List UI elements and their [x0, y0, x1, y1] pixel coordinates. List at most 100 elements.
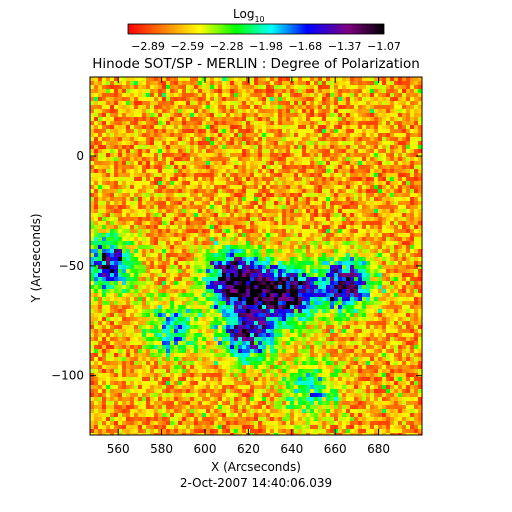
heatmap-cell [158, 161, 162, 165]
heatmap-cell [102, 269, 106, 273]
heatmap-cell [230, 77, 234, 81]
heatmap-cell [174, 201, 178, 205]
heatmap-cell [298, 257, 302, 261]
heatmap-cell [402, 125, 406, 129]
heatmap-cell [346, 305, 350, 309]
heatmap-cell [402, 257, 406, 261]
heatmap-cell [246, 273, 250, 277]
heatmap-cell [210, 269, 214, 273]
heatmap-cell [322, 117, 326, 121]
heatmap-cell [234, 161, 238, 165]
heatmap-cell [378, 293, 382, 297]
heatmap-cell [190, 169, 194, 173]
heatmap-cell [146, 85, 150, 89]
heatmap-cell [262, 313, 266, 317]
heatmap-cell [114, 301, 118, 305]
heatmap-cell [182, 281, 186, 285]
heatmap-cell [98, 201, 102, 205]
heatmap-cell [402, 149, 406, 153]
heatmap-cell [386, 233, 390, 237]
heatmap-cell [410, 253, 414, 257]
heatmap-cell [310, 285, 314, 289]
heatmap-cell [202, 157, 206, 161]
heatmap-cell [142, 201, 146, 205]
heatmap-cell [162, 233, 166, 237]
heatmap-cell [126, 221, 130, 225]
heatmap-cell [190, 285, 194, 289]
heatmap-cell [334, 109, 338, 113]
heatmap-cell [90, 309, 94, 313]
heatmap-cell [258, 81, 262, 85]
heatmap-cell [170, 241, 174, 245]
heatmap-cell [258, 97, 262, 101]
heatmap-cell [186, 113, 190, 117]
heatmap-cell [206, 185, 210, 189]
heatmap-cell [322, 193, 326, 197]
heatmap-cell [134, 257, 138, 261]
heatmap-cell [402, 305, 406, 309]
heatmap-cell [134, 301, 138, 305]
heatmap-cell [126, 253, 130, 257]
heatmap-cell [254, 101, 258, 105]
heatmap-cell [198, 209, 202, 213]
heatmap-cell [114, 137, 118, 141]
heatmap-cell [394, 97, 398, 101]
heatmap-cell [298, 237, 302, 241]
heatmap-cell [166, 289, 170, 293]
heatmap-cell [186, 89, 190, 93]
heatmap-cell [126, 165, 130, 169]
heatmap-cell [398, 289, 402, 293]
heatmap-cell [362, 217, 366, 221]
heatmap-cell [190, 145, 194, 149]
heatmap-cell [362, 97, 366, 101]
heatmap-cell [414, 233, 418, 237]
heatmap-cell [94, 89, 98, 93]
heatmap-cell [282, 161, 286, 165]
heatmap-cell [326, 157, 330, 161]
heatmap-cell [342, 129, 346, 133]
heatmap-cell [362, 133, 366, 137]
heatmap-cell [402, 213, 406, 217]
heatmap-cell [278, 177, 282, 181]
heatmap-cell [90, 281, 94, 285]
heatmap-cell [274, 189, 278, 193]
heatmap-cell [114, 241, 118, 245]
heatmap-cell [282, 245, 286, 249]
heatmap-cell [274, 209, 278, 213]
heatmap-cell [134, 181, 138, 185]
heatmap-cell [130, 269, 134, 273]
heatmap-cell [342, 173, 346, 177]
heatmap-cell [230, 281, 234, 285]
heatmap-cell [110, 97, 114, 101]
heatmap-cell [370, 169, 374, 173]
heatmap-cell [234, 185, 238, 189]
heatmap-cell [366, 101, 370, 105]
heatmap-cell [358, 177, 362, 181]
heatmap-cell [206, 293, 210, 297]
heatmap-cell [290, 141, 294, 145]
heatmap-cell [130, 257, 134, 261]
heatmap-cell [238, 253, 242, 257]
heatmap-cell [170, 297, 174, 301]
heatmap-cell [222, 281, 226, 285]
heatmap-cell [194, 181, 198, 185]
heatmap-cell [366, 105, 370, 109]
heatmap-cell [230, 85, 234, 89]
heatmap-cell [306, 201, 310, 205]
heatmap-cell [294, 257, 298, 261]
heatmap-cell [194, 81, 198, 85]
heatmap-cell [338, 301, 342, 305]
heatmap-cell [258, 261, 262, 265]
heatmap-cell [402, 205, 406, 209]
heatmap-cell [286, 161, 290, 165]
heatmap-cell [114, 177, 118, 181]
heatmap-cell [342, 185, 346, 189]
heatmap-cell [150, 149, 154, 153]
heatmap-cell [146, 109, 150, 113]
heatmap-cell [166, 305, 170, 309]
heatmap-cell [202, 305, 206, 309]
heatmap-cell [246, 225, 250, 229]
heatmap-cell [98, 105, 102, 109]
heatmap-cell [310, 237, 314, 241]
heatmap-cell [402, 173, 406, 177]
